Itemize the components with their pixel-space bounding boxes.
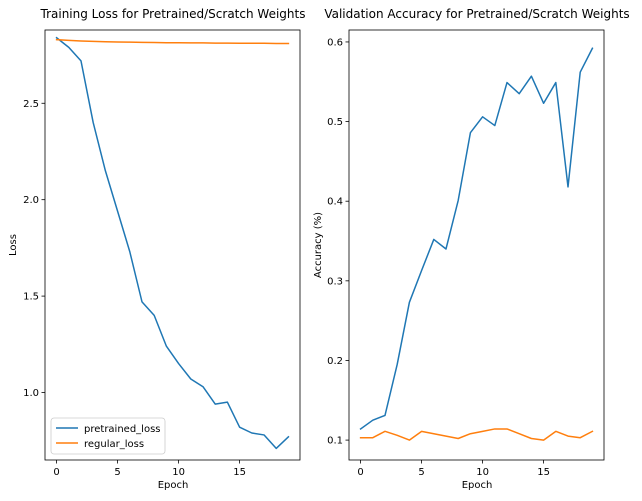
accuracy-y-tick-label: 0.3	[327, 276, 343, 287]
accuracy-y-tick-label: 0.1	[327, 436, 343, 447]
loss-y-tick-label: 1.5	[23, 292, 39, 303]
accuracy-y-tick-label: 0.4	[327, 197, 343, 208]
accuracy-axes-frame	[348, 29, 605, 461]
loss-plot-area	[55, 36, 290, 450]
accuracy-x-tick-label: 15	[537, 467, 550, 478]
legend-label-regular: regular_loss	[84, 439, 144, 450]
accuracy-y-ticks: 0.1 0.2 0.3 0.4 0.5 0.6	[327, 37, 349, 447]
accuracy-x-axis-label: Epoch	[462, 480, 493, 491]
accuracy-x-ticks: 0 5 10 15	[357, 460, 550, 478]
loss-y-tick-label: 2.0	[23, 195, 39, 206]
accuracy-y-tick-label: 0.2	[327, 356, 343, 367]
accuracy-y-axis-label: Accuracy (%)	[313, 212, 324, 278]
loss-series-line-regular	[55, 38, 290, 45]
accuracy-y-tick-label: 0.5	[327, 117, 343, 128]
loss-y-axis-label: Loss	[8, 234, 19, 256]
accuracy-series-line-pretrained	[359, 47, 594, 430]
loss-x-tick-label: 0	[53, 467, 59, 478]
loss-y-ticks: 1.0 1.5 2.0 2.5	[23, 99, 45, 399]
loss-axes-frame	[44, 29, 301, 461]
accuracy-chart-title: Validation Accuracy for Pretrained/Scrat…	[324, 7, 629, 21]
accuracy-y-tick-label: 0.6	[327, 37, 343, 48]
legend-box	[50, 417, 166, 455]
accuracy-series-line-regular	[359, 428, 594, 441]
accuracy-x-tick-label: 0	[357, 467, 363, 478]
loss-x-tick-label: 15	[233, 467, 246, 478]
legend-label-pretrained: pretrained_loss	[84, 424, 160, 435]
loss-x-tick-label: 10	[172, 467, 185, 478]
loss-x-axis-label: Epoch	[158, 480, 189, 491]
accuracy-chart: Validation Accuracy for Pretrained/Scrat…	[313, 7, 630, 491]
loss-y-tick-label: 1.0	[23, 388, 39, 399]
loss-chart: Training Loss for Pretrained/Scratch Wei…	[8, 7, 305, 491]
loss-x-ticks: 0 5 10 15	[53, 460, 246, 478]
loss-series-line-pretrained	[55, 36, 290, 450]
loss-legend: pretrained_loss regular_loss	[50, 417, 166, 455]
loss-x-tick-label: 5	[114, 467, 120, 478]
accuracy-plot-area	[359, 47, 594, 441]
accuracy-x-tick-label: 10	[476, 467, 489, 478]
loss-y-tick-label: 2.5	[23, 99, 39, 110]
loss-chart-title: Training Loss for Pretrained/Scratch Wei…	[40, 7, 306, 21]
accuracy-x-tick-label: 5	[418, 467, 424, 478]
